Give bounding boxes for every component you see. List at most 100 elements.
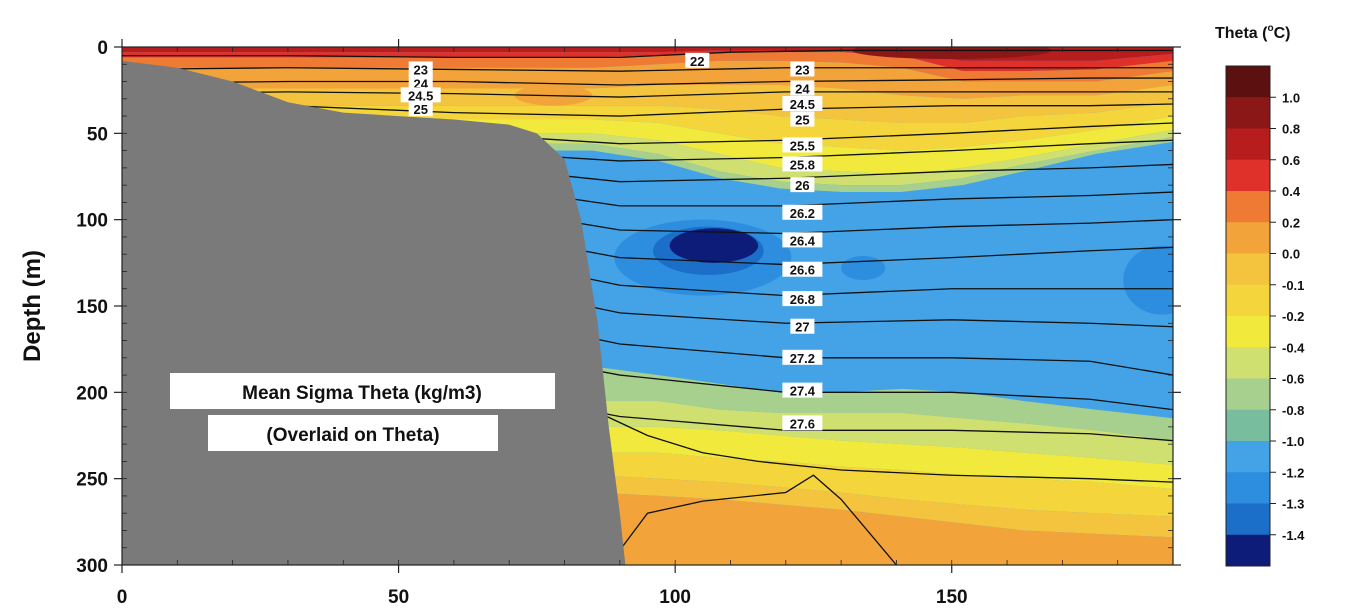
sigma-contour-24 xyxy=(122,77,1173,86)
colorbar-label: -1.4 xyxy=(1282,528,1305,543)
colorbar-title-main: Theta ( xyxy=(1215,25,1268,42)
colorbar-label: 1.0 xyxy=(1282,90,1300,105)
colorbar-swatch-9 xyxy=(1226,347,1270,379)
colorbar-label: 0.0 xyxy=(1282,247,1300,262)
contour-label-26: 26 xyxy=(795,178,809,193)
theta-band-3 xyxy=(122,60,1173,99)
sigma-contour-22 xyxy=(122,49,1173,59)
colorbar-swatch-14 xyxy=(1226,503,1270,536)
contour-label-bg xyxy=(782,261,823,277)
colorbar-label: 0.4 xyxy=(1282,184,1301,199)
contour-label-bg xyxy=(408,101,433,117)
x-tick-label: 50 xyxy=(388,587,409,608)
colorbar-label: -1.2 xyxy=(1282,465,1304,480)
contour-label-26.6: 26.6 xyxy=(790,263,815,278)
x-tick-label: 150 xyxy=(936,587,968,608)
contour-label-bg xyxy=(782,137,823,153)
colorbar-swatches xyxy=(1225,65,1271,567)
colorbar: Theta (oC) 1.0 0.8 0.6 0.4 0.2 0.0 -0.1 -0.2 -0.… xyxy=(1215,23,1305,567)
colorbar-swatch-10 xyxy=(1226,378,1270,411)
contour-label-bg xyxy=(782,415,823,431)
colorbar-swatch-2 xyxy=(1226,128,1270,161)
colorbar-label: -0.2 xyxy=(1282,309,1304,324)
colorbar-label: -1.3 xyxy=(1282,497,1304,512)
contour-label-26.8: 26.8 xyxy=(790,292,815,307)
contour-label-27.6: 27.6 xyxy=(790,416,815,431)
x-axis: 0 50 100 150 xyxy=(117,39,1174,608)
y-tick-label: 250 xyxy=(76,470,108,491)
y-tick-label: 150 xyxy=(76,297,108,318)
contour-label-bg xyxy=(790,61,815,77)
theta-patch-2 xyxy=(669,228,759,263)
x-tick-label: 0 xyxy=(117,587,128,608)
theta-band-2 xyxy=(122,52,1173,82)
colorbar-label: 0.6 xyxy=(1282,153,1300,168)
annotation-line-2: (Overlaid on Theta) xyxy=(266,425,439,446)
contour-label-22: 22 xyxy=(690,54,704,69)
contour-label-26.4: 26.4 xyxy=(790,233,816,248)
colorbar-label: -0.4 xyxy=(1282,340,1305,355)
colorbar-swatch-13 xyxy=(1226,472,1270,504)
annotation-box: Mean Sigma Theta (kg/m3) (Overlaid on Th… xyxy=(170,373,555,451)
colorbar-swatch-6 xyxy=(1226,253,1270,286)
colorbar-swatch-4 xyxy=(1226,191,1270,223)
contour-label-25.8: 25.8 xyxy=(790,157,815,172)
y-tick-label: 200 xyxy=(76,383,108,404)
y-axis: 0 50 100 150 200 250 300 xyxy=(76,38,1181,577)
y-tick-label: 100 xyxy=(76,211,108,232)
colorbar-title-unit: C) xyxy=(1274,25,1291,42)
colorbar-swatch-5 xyxy=(1226,222,1270,254)
contour-label-left-24.5: 24.5 xyxy=(408,88,433,103)
contour-label-left-23: 23 xyxy=(413,62,427,77)
colorbar-swatch-8 xyxy=(1226,316,1270,348)
contour-label-bg xyxy=(400,87,441,103)
contour-label-bg xyxy=(782,95,823,111)
y-axis-title: Depth (m) xyxy=(19,250,46,362)
colorbar-swatch-3 xyxy=(1226,159,1270,192)
colorbar-swatch-11 xyxy=(1226,409,1270,442)
annotation-line-1: Mean Sigma Theta (kg/m3) xyxy=(242,383,482,404)
contour-label-left-25: 25 xyxy=(413,102,427,117)
colorbar-label: 0.8 xyxy=(1282,122,1300,137)
colorbar-swatch-7 xyxy=(1226,284,1270,317)
colorbar-title: Theta (oC) xyxy=(1215,23,1290,42)
contour-label-bg xyxy=(790,177,815,193)
theta-band-4 xyxy=(122,84,1173,123)
colorbar-label: -0.6 xyxy=(1282,372,1304,387)
contour-label-bg xyxy=(782,382,823,398)
colorbar-swatch-12 xyxy=(1226,441,1270,473)
contour-label-bg xyxy=(408,61,433,77)
theta-patch-3 xyxy=(841,255,886,281)
contour-label-bg xyxy=(782,232,823,248)
colorbar-label: -0.8 xyxy=(1282,403,1304,418)
contour-label-23: 23 xyxy=(795,62,809,77)
colorbar-label: -0.1 xyxy=(1282,278,1304,293)
colorbar-label: 0.2 xyxy=(1282,215,1300,230)
y-tick-label: 300 xyxy=(76,556,108,577)
colorbar-swatch-1 xyxy=(1226,97,1270,129)
contour-label-bg xyxy=(790,318,815,334)
contour-label-bg xyxy=(790,111,815,127)
theta-patch-4 xyxy=(1123,245,1173,315)
contour-label-bg xyxy=(782,291,823,307)
sigma-contour-24.5 xyxy=(122,91,1173,98)
contour-label-bg xyxy=(790,80,815,96)
contour-label-24: 24 xyxy=(795,81,810,96)
contour-label-bg xyxy=(782,204,823,220)
contour-label-bg xyxy=(782,156,823,172)
colorbar-swatch-0 xyxy=(1226,66,1270,98)
sigma-contour-23 xyxy=(122,67,1173,72)
x-tick-label: 100 xyxy=(659,587,691,608)
contour-label-bg xyxy=(408,75,433,91)
contour-label-25: 25 xyxy=(795,113,809,128)
contour-label-27.2: 27.2 xyxy=(790,351,815,366)
contour-label-bg xyxy=(782,349,823,365)
contour-label-bg xyxy=(685,52,710,68)
contour-label-24.5: 24.5 xyxy=(790,97,815,112)
sigma-contour-unlabeled-17 xyxy=(608,474,897,565)
contour-label-25.5: 25.5 xyxy=(790,138,815,153)
colorbar-label: -1.0 xyxy=(1282,434,1304,449)
contour-labels: 22232424.52525.525.82626.226.426.626.827… xyxy=(400,52,823,431)
contour-label-26.2: 26.2 xyxy=(790,206,815,221)
